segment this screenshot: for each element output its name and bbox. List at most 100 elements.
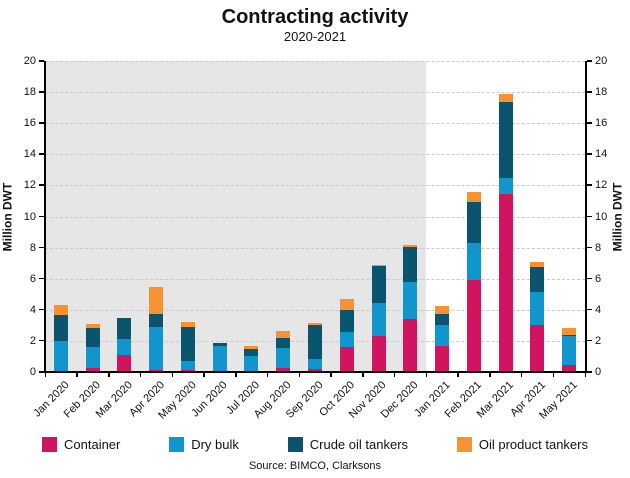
legend-item-crude-oil-tankers: Crude oil tankers [287, 437, 409, 452]
y-axis-title-left: Million DWT [0, 182, 15, 252]
y-tick-label-right-4: 4 [595, 303, 602, 316]
y-tick-label-left-10: 10 [23, 210, 36, 223]
bar-segment-oil-product-tankers [308, 323, 322, 326]
bar-segment-dry-bulk [149, 326, 164, 370]
bar-segment-crude-oil-tankers [562, 335, 577, 337]
bar-segment-oil-product-tankers [435, 305, 450, 314]
bar-segment-container [149, 369, 164, 372]
bar-jun-2020 [212, 61, 227, 372]
bar-segment-dry-bulk [435, 324, 450, 346]
bar-segment-oil-product-tankers [244, 346, 259, 350]
source-note: Source: BIMCO, Clarksons [248, 460, 382, 472]
bar-segment-container [85, 368, 100, 372]
bar-segment-oil-product-tankers [53, 305, 68, 316]
legend-label: Container [64, 437, 121, 452]
x-tick-12 [425, 373, 428, 377]
bar-segment-dry-bulk [244, 355, 259, 372]
bar-mar-2020 [117, 61, 132, 372]
y-axis-left-line [44, 61, 46, 373]
bar-sep-2020 [308, 61, 322, 372]
y-tick-label-left-20: 20 [23, 55, 36, 67]
bar-segment-container [498, 193, 513, 372]
y-tick-label-left-4: 4 [29, 303, 36, 316]
bar-may-2021 [562, 61, 577, 372]
y-tick-label-right-6: 6 [595, 272, 602, 285]
bar-segment-dry-bulk [212, 345, 227, 372]
bar-segment-container [339, 347, 354, 372]
y-tick-left-14 [39, 153, 44, 155]
bar-segment-crude-oil-tankers [212, 343, 227, 346]
y-tick-left-6 [39, 277, 44, 280]
y-tick-label-left-18: 18 [23, 86, 36, 99]
bar-dec-2020 [403, 61, 418, 372]
gridline-16 [45, 123, 585, 125]
bar-segment-crude-oil-tankers [180, 326, 195, 362]
bar-segment-oil-product-tankers [403, 245, 418, 247]
bar-segment-oil-product-tankers [466, 191, 481, 202]
bar-segment-dry-bulk [117, 339, 132, 355]
y-tick-left-18 [39, 91, 44, 93]
bar-segment-container [371, 336, 386, 372]
x-tick-14 [489, 373, 491, 377]
x-tick-0 [44, 373, 46, 377]
bar-segment-oil-product-tankers [276, 330, 291, 338]
y-tick-label-right-8: 8 [595, 241, 602, 254]
bar-segment-crude-oil-tankers [149, 314, 164, 327]
y-tick-label-right-12: 12 [595, 179, 608, 192]
bar-jan-2020 [53, 61, 68, 372]
bar-segment-oil-product-tankers [339, 298, 354, 310]
y-tick-label-left-12: 12 [23, 179, 36, 192]
y-tick-left-16 [39, 122, 44, 124]
legend-item-oil-product-tankers: Oil product tankers [456, 437, 588, 452]
bar-segment-container [466, 280, 481, 372]
x-tick-3 [139, 373, 142, 377]
bar-segment-oil-product-tankers [180, 322, 195, 327]
y-tick-label-left-14: 14 [23, 148, 36, 161]
bar-segment-crude-oil-tankers [117, 317, 132, 340]
bar-segment-crude-oil-tankers [339, 309, 354, 333]
gridline-18 [45, 92, 585, 94]
bar-segment-dry-bulk [308, 358, 322, 369]
bar-may-2020 [180, 61, 195, 372]
x-tick-2 [108, 373, 110, 377]
gridline-4 [45, 309, 585, 311]
x-tick-8 [298, 373, 301, 377]
bar-segment-crude-oil-tankers [85, 328, 100, 348]
bar-apr-2020 [149, 61, 164, 372]
x-tick-7 [266, 373, 269, 377]
bar-segment-oil-product-tankers [530, 261, 545, 268]
bar-segment-dry-bulk [53, 340, 68, 372]
bar-segment-dry-bulk [403, 281, 418, 320]
y-tick-left-0 [39, 371, 44, 373]
legend-label: Oil product tankers [478, 437, 588, 452]
bar-feb-2020 [85, 61, 100, 372]
bar-segment-crude-oil-tankers [53, 315, 68, 341]
y-tick-left-2 [39, 339, 44, 342]
legend-label: Crude oil tankers [309, 437, 409, 452]
legend-swatch-oil-product-tankers [456, 437, 472, 452]
bar-segment-dry-bulk [180, 361, 195, 370]
y-tick-right-8 [587, 246, 592, 249]
bar-nov-2020 [371, 61, 386, 372]
y-tick-label-left-2: 2 [29, 334, 36, 347]
legend-swatch-dry-bulk [169, 437, 185, 452]
gridline-10 [45, 216, 585, 218]
y-tick-right-16 [587, 122, 592, 124]
bar-segment-container [403, 319, 418, 372]
y-tick-right-18 [587, 91, 592, 93]
y-tick-left-20 [39, 60, 44, 62]
x-tick-15 [520, 373, 523, 377]
y-tick-right-4 [587, 308, 592, 311]
bar-segment-dry-bulk [85, 347, 100, 369]
x-tick-13 [457, 373, 459, 377]
x-tick-1 [76, 373, 78, 377]
bar-segment-oil-product-tankers [149, 287, 164, 315]
chart-subtitle: 2020-2021 [283, 29, 347, 44]
gridline-14 [45, 154, 585, 156]
bar-segment-dry-bulk [339, 332, 354, 348]
bar-segment-container [276, 368, 291, 372]
y-tick-label-right-14: 14 [595, 148, 608, 161]
x-tick-16 [552, 373, 555, 377]
y-axis-right-line [585, 61, 587, 373]
bar-jul-2020 [244, 61, 259, 372]
